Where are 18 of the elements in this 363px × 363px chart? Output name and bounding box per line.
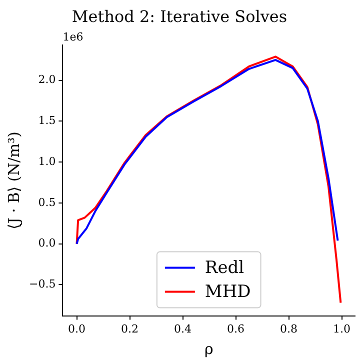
legend-label: Redl <box>204 258 244 278</box>
x-tick-label: 0.0 <box>68 322 86 336</box>
x-tick-label: 0.4 <box>174 322 192 336</box>
x-tick-label: 0.6 <box>227 322 244 336</box>
y-tick-label: −0.5 <box>28 278 56 291</box>
x-tick-label: 0.8 <box>280 322 298 336</box>
y-tick-label: 0.5 <box>38 196 56 209</box>
legend-label: MHD <box>204 282 251 302</box>
y-tick-label: 0.0 <box>38 236 56 250</box>
y-axis-title: ⟨J · B⟩ (N/m³) <box>4 132 23 230</box>
y-tick-label: 1.5 <box>38 114 56 128</box>
chart-title: Method 2: Iterative Solves <box>72 6 288 26</box>
text: 1e6 <box>62 30 84 44</box>
x-axis-title: ρ <box>204 340 214 358</box>
x-tick-label: 1.0 <box>333 322 350 336</box>
x-tick-label: 0.2 <box>121 322 139 336</box>
y-tick-label: 1.0 <box>38 154 56 168</box>
y-tick-label: 2.0 <box>38 73 56 86</box>
